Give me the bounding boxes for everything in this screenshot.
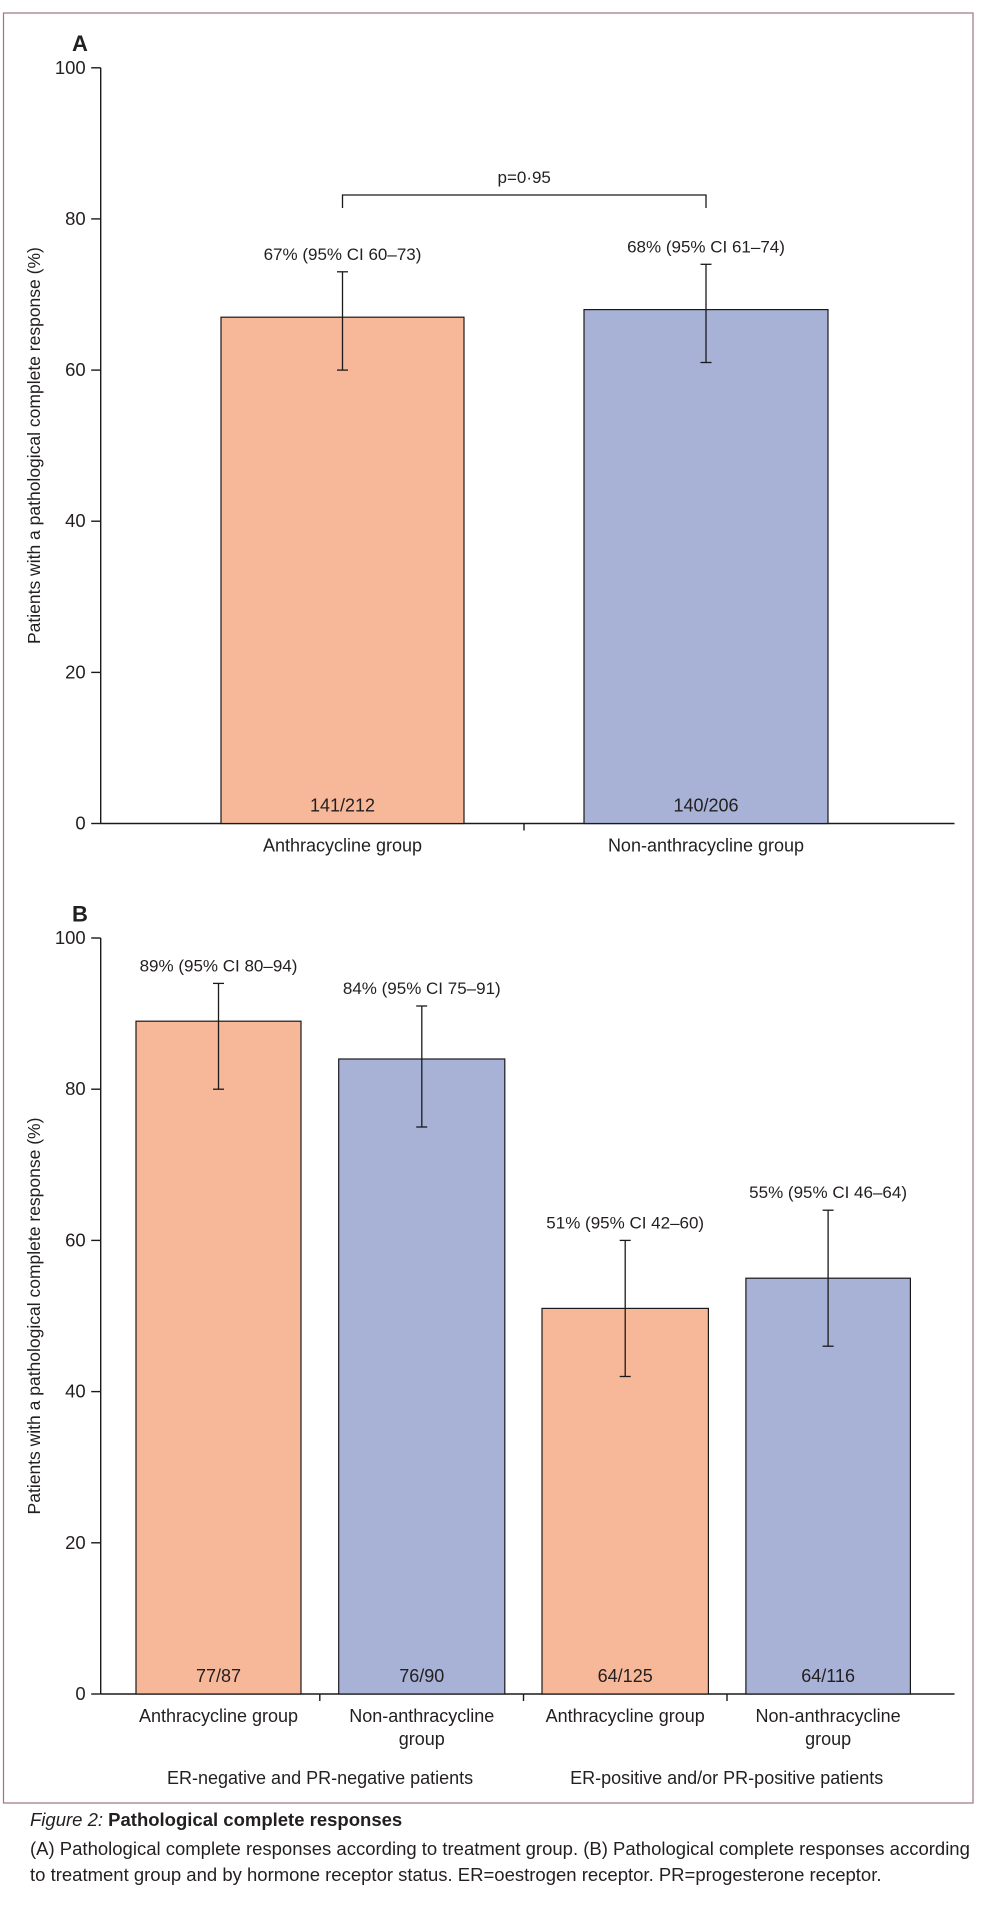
svg-text:100: 100: [55, 57, 86, 78]
svg-text:76/90: 76/90: [399, 1666, 444, 1686]
svg-text:141/212: 141/212: [310, 796, 375, 816]
svg-text:group: group: [399, 1729, 445, 1749]
svg-text:64/116: 64/116: [801, 1666, 855, 1686]
svg-text:68% (95% CI 61–74): 68% (95% CI 61–74): [627, 237, 785, 256]
svg-text:ER-negative and PR-negative pa: ER-negative and PR-negative patients: [167, 1768, 473, 1788]
svg-text:20: 20: [65, 1532, 86, 1553]
svg-text:140/206: 140/206: [673, 796, 738, 816]
svg-text:Anthracycline group: Anthracycline group: [263, 836, 422, 856]
svg-text:20: 20: [65, 661, 86, 682]
svg-text:80: 80: [65, 208, 86, 229]
svg-text:p=0·95: p=0·95: [497, 168, 550, 187]
svg-text:55% (95% CI 46–64): 55% (95% CI 46–64): [749, 1183, 907, 1202]
svg-text:0: 0: [75, 813, 85, 834]
svg-text:51% (95% CI 42–60): 51% (95% CI 42–60): [546, 1213, 704, 1232]
svg-text:Patients with a pathological c: Patients with a pathological complete re…: [24, 247, 44, 644]
svg-text:Non-anthracycline: Non-anthracycline: [756, 1706, 901, 1726]
svg-text:77/87: 77/87: [196, 1666, 241, 1686]
svg-text:B: B: [72, 901, 88, 926]
svg-text:80: 80: [65, 1078, 86, 1099]
svg-text:40: 40: [65, 510, 86, 531]
svg-text:A: A: [72, 31, 88, 56]
svg-text:Anthracycline group: Anthracycline group: [546, 1706, 705, 1726]
svg-text:64/125: 64/125: [598, 1666, 653, 1686]
svg-text:100: 100: [55, 927, 86, 948]
svg-text:89% (95% CI 80–94): 89% (95% CI 80–94): [140, 956, 298, 975]
svg-text:60: 60: [65, 359, 86, 380]
svg-text:ER-positive and/or PR-positive: ER-positive and/or PR-positive patients: [570, 1768, 883, 1788]
svg-text:67% (95% CI 60–73): 67% (95% CI 60–73): [264, 245, 422, 264]
svg-text:84% (95% CI 75–91): 84% (95% CI 75–91): [343, 979, 501, 998]
svg-text:Non-anthracycline group: Non-anthracycline group: [608, 836, 804, 856]
svg-text:group: group: [805, 1729, 851, 1749]
svg-text:40: 40: [65, 1381, 86, 1402]
svg-text:0: 0: [75, 1683, 85, 1704]
svg-text:60: 60: [65, 1229, 86, 1250]
svg-text:Non-anthracycline: Non-anthracycline: [349, 1706, 494, 1726]
svg-text:Patients with a pathological c: Patients with a pathological complete re…: [24, 1118, 44, 1515]
svg-text:Anthracycline group: Anthracycline group: [139, 1706, 298, 1726]
